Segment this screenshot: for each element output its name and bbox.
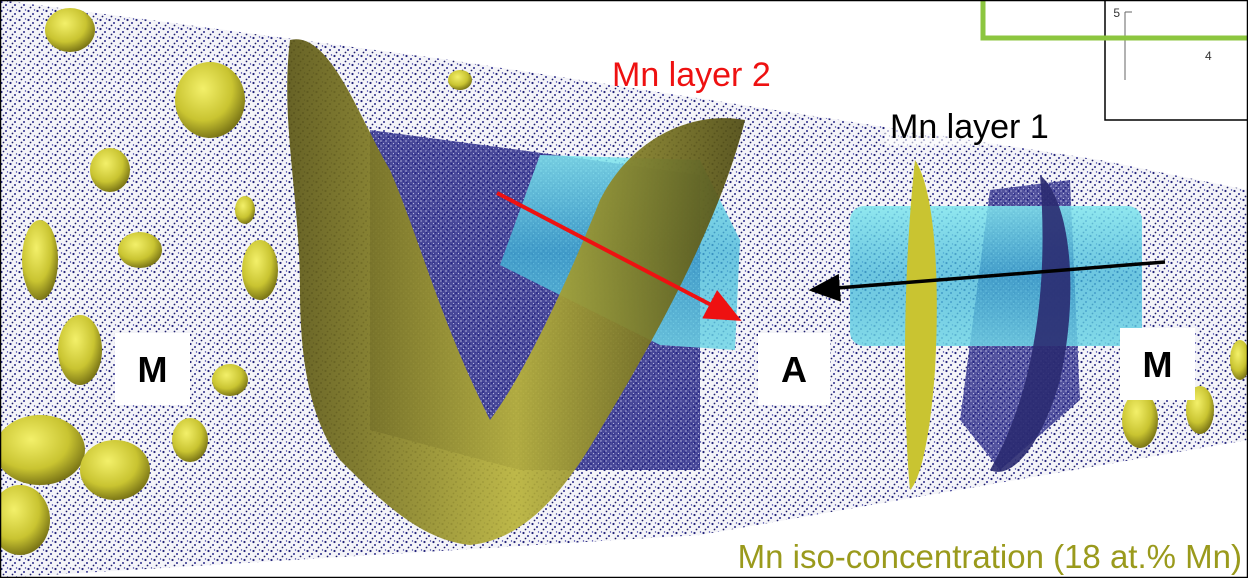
label-mn-layer-1: Mn layer 1 bbox=[890, 108, 1049, 146]
figure: Mn layer 2 Mn layer 1 M A M Mn iso-conce… bbox=[0, 0, 1248, 578]
region-label: A bbox=[781, 349, 807, 390]
label-iso-concentration: Mn iso-concentration (18 at.% Mn) bbox=[738, 538, 1242, 575]
region-label: M bbox=[138, 349, 168, 390]
inset-tick-label: 4 bbox=[1205, 49, 1212, 63]
inset-panel bbox=[1105, 0, 1248, 120]
label-mn-layer-2: Mn layer 2 bbox=[612, 56, 771, 94]
inset-tick-label: 5 bbox=[1113, 6, 1120, 20]
region-label: M bbox=[1143, 344, 1173, 385]
